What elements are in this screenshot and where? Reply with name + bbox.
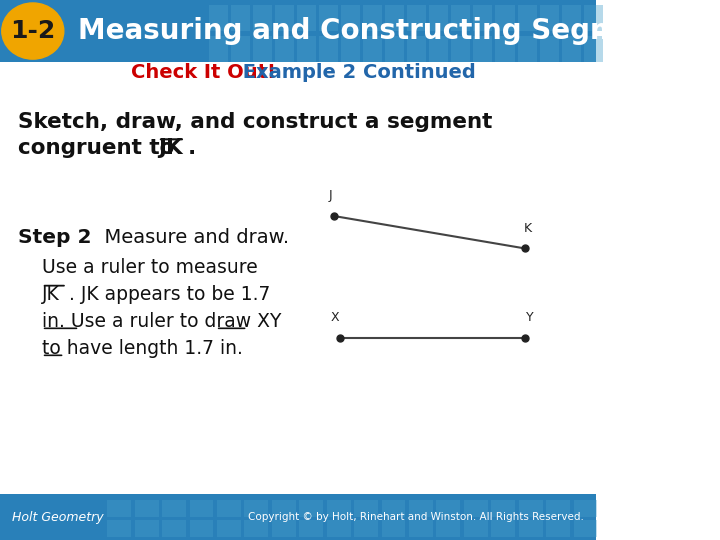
Text: J: J [329,190,333,202]
FancyBboxPatch shape [162,500,186,517]
FancyBboxPatch shape [245,520,269,537]
FancyBboxPatch shape [464,520,487,537]
FancyBboxPatch shape [436,500,460,517]
FancyBboxPatch shape [300,500,323,517]
FancyBboxPatch shape [473,36,492,62]
FancyBboxPatch shape [319,5,338,31]
Text: Copyright © by Holt, Rinehart and Winston. All Rights Reserved.: Copyright © by Holt, Rinehart and Winsto… [248,512,585,522]
FancyBboxPatch shape [363,36,382,62]
FancyBboxPatch shape [518,520,543,537]
FancyBboxPatch shape [363,5,382,31]
FancyBboxPatch shape [409,500,433,517]
Text: Measure and draw.: Measure and draw. [92,228,289,247]
FancyBboxPatch shape [300,520,323,537]
Text: Use a ruler to measure: Use a ruler to measure [42,258,258,277]
FancyBboxPatch shape [385,5,404,31]
Text: Holt Geometry: Holt Geometry [12,510,104,524]
FancyBboxPatch shape [429,36,449,62]
FancyBboxPatch shape [245,500,269,517]
FancyBboxPatch shape [408,36,426,62]
FancyBboxPatch shape [230,5,250,31]
FancyBboxPatch shape [451,36,470,62]
Text: .: . [188,138,196,159]
Text: JK: JK [42,285,60,304]
Text: K: K [523,222,531,235]
FancyBboxPatch shape [209,5,228,31]
FancyBboxPatch shape [327,520,351,537]
FancyBboxPatch shape [217,500,241,517]
FancyBboxPatch shape [473,5,492,31]
Text: to have length 1.7 in.: to have length 1.7 in. [42,339,243,358]
Text: Check It Out!: Check It Out! [131,63,276,83]
FancyBboxPatch shape [539,5,559,31]
FancyBboxPatch shape [491,520,515,537]
FancyBboxPatch shape [495,36,515,62]
Text: in. Use a ruler to draw XY: in. Use a ruler to draw XY [42,312,281,331]
FancyBboxPatch shape [436,520,460,537]
FancyBboxPatch shape [319,36,338,62]
FancyBboxPatch shape [409,520,433,537]
FancyBboxPatch shape [518,5,536,31]
Text: JK: JK [158,138,183,159]
FancyBboxPatch shape [107,500,131,517]
FancyBboxPatch shape [354,500,378,517]
Text: Example 2 Continued: Example 2 Continued [235,63,475,83]
Text: Y: Y [526,311,534,324]
FancyBboxPatch shape [341,5,360,31]
FancyBboxPatch shape [253,5,272,31]
FancyBboxPatch shape [253,36,272,62]
FancyBboxPatch shape [584,36,603,62]
FancyBboxPatch shape [408,5,426,31]
FancyBboxPatch shape [495,5,515,31]
Text: X: X [330,311,339,324]
Text: 1-2: 1-2 [10,19,55,43]
FancyBboxPatch shape [354,520,378,537]
FancyBboxPatch shape [275,5,294,31]
FancyBboxPatch shape [297,36,316,62]
FancyBboxPatch shape [562,5,581,31]
FancyBboxPatch shape [382,520,405,537]
FancyBboxPatch shape [0,494,596,540]
FancyBboxPatch shape [451,5,470,31]
FancyBboxPatch shape [574,520,598,537]
FancyBboxPatch shape [584,5,603,31]
FancyBboxPatch shape [341,36,360,62]
Text: . JK appears to be 1.7: . JK appears to be 1.7 [68,285,270,304]
FancyBboxPatch shape [464,500,487,517]
Text: Step 2: Step 2 [18,228,91,247]
FancyBboxPatch shape [135,500,158,517]
Text: congruent to: congruent to [18,138,181,159]
FancyBboxPatch shape [574,500,598,517]
FancyBboxPatch shape [107,520,131,537]
FancyBboxPatch shape [546,520,570,537]
FancyBboxPatch shape [429,5,449,31]
FancyBboxPatch shape [539,36,559,62]
FancyBboxPatch shape [518,36,536,62]
FancyBboxPatch shape [209,36,228,62]
FancyBboxPatch shape [491,500,515,517]
Text: Sketch, draw, and construct a segment: Sketch, draw, and construct a segment [18,111,492,132]
FancyBboxPatch shape [189,500,213,517]
FancyBboxPatch shape [546,500,570,517]
FancyBboxPatch shape [217,520,241,537]
FancyBboxPatch shape [518,500,543,517]
FancyBboxPatch shape [135,520,158,537]
Text: Measuring and Constructing Segments: Measuring and Constructing Segments [78,17,687,45]
Circle shape [1,3,64,59]
FancyBboxPatch shape [189,520,213,537]
FancyBboxPatch shape [162,520,186,537]
FancyBboxPatch shape [275,36,294,62]
FancyBboxPatch shape [562,36,581,62]
FancyBboxPatch shape [230,36,250,62]
FancyBboxPatch shape [297,5,316,31]
FancyBboxPatch shape [382,500,405,517]
FancyBboxPatch shape [327,500,351,517]
FancyBboxPatch shape [272,520,296,537]
FancyBboxPatch shape [0,0,596,62]
FancyBboxPatch shape [272,500,296,517]
FancyBboxPatch shape [385,36,404,62]
